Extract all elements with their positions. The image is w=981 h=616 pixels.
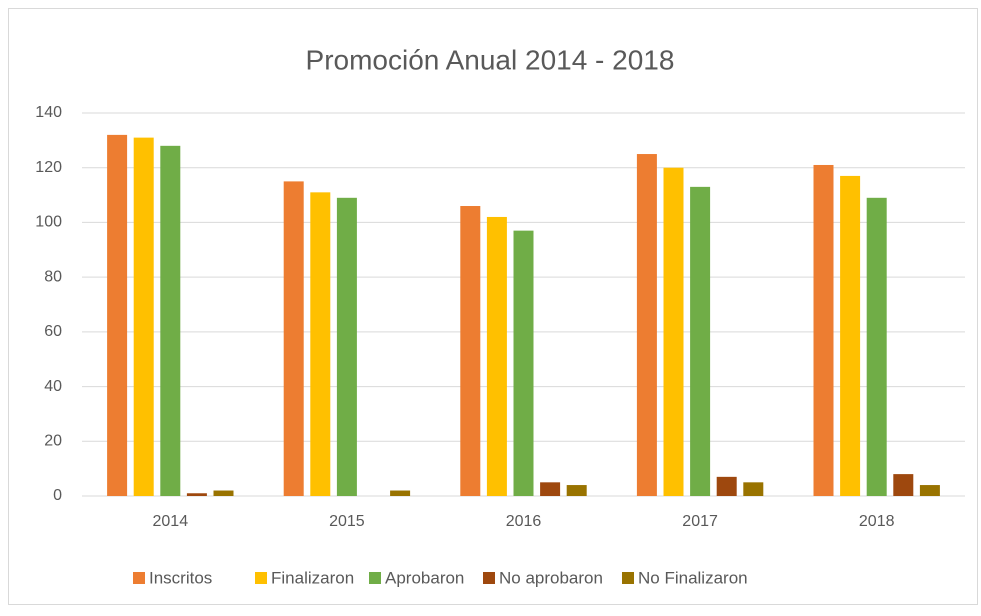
legend-label: Inscritos [149,568,212,587]
bar [336,197,357,497]
bar [213,490,234,496]
bar [513,230,534,496]
legend-swatch [622,572,634,584]
legend-label: No Finalizaron [638,568,748,587]
y-tick-label: 100 [35,214,62,231]
y-tick-label: 80 [44,268,62,285]
x-tick-label: 2018 [859,513,895,530]
x-tick-label: 2015 [329,513,365,530]
bar [813,164,834,496]
bar [540,482,561,496]
bar [636,154,657,497]
legend-swatch [255,572,267,584]
bar [310,192,331,497]
legend-label: No aprobaron [499,568,603,587]
bar [919,485,940,496]
bar [743,482,764,496]
bar [893,474,914,496]
bar [160,145,181,497]
bar [866,197,887,497]
bar [566,485,587,496]
bar [133,137,154,496]
y-tick-label: 0 [53,487,62,504]
y-tick-label: 60 [44,323,62,340]
bar [107,134,128,496]
y-tick-label: 140 [35,104,62,121]
chart-title: Promoción Anual 2014 - 2018 [306,44,675,75]
bar [283,181,304,496]
x-tick-label: 2014 [153,513,189,530]
bar [663,167,684,496]
bar [186,493,207,496]
y-tick-label: 20 [44,433,62,450]
bar [486,216,507,496]
legend-label: Aprobaron [385,568,464,587]
bar [840,175,861,496]
x-tick-label: 2016 [506,513,542,530]
y-tick-label: 40 [44,378,62,395]
legend-swatch [483,572,495,584]
legend-label: Finalizaron [271,568,354,587]
x-tick-label: 2017 [682,513,718,530]
bar [390,490,411,496]
legend-swatch [133,572,145,584]
bar [716,476,737,496]
y-tick-label: 120 [35,159,62,176]
bar [690,186,711,496]
bar [460,206,481,496]
legend-swatch [369,572,381,584]
